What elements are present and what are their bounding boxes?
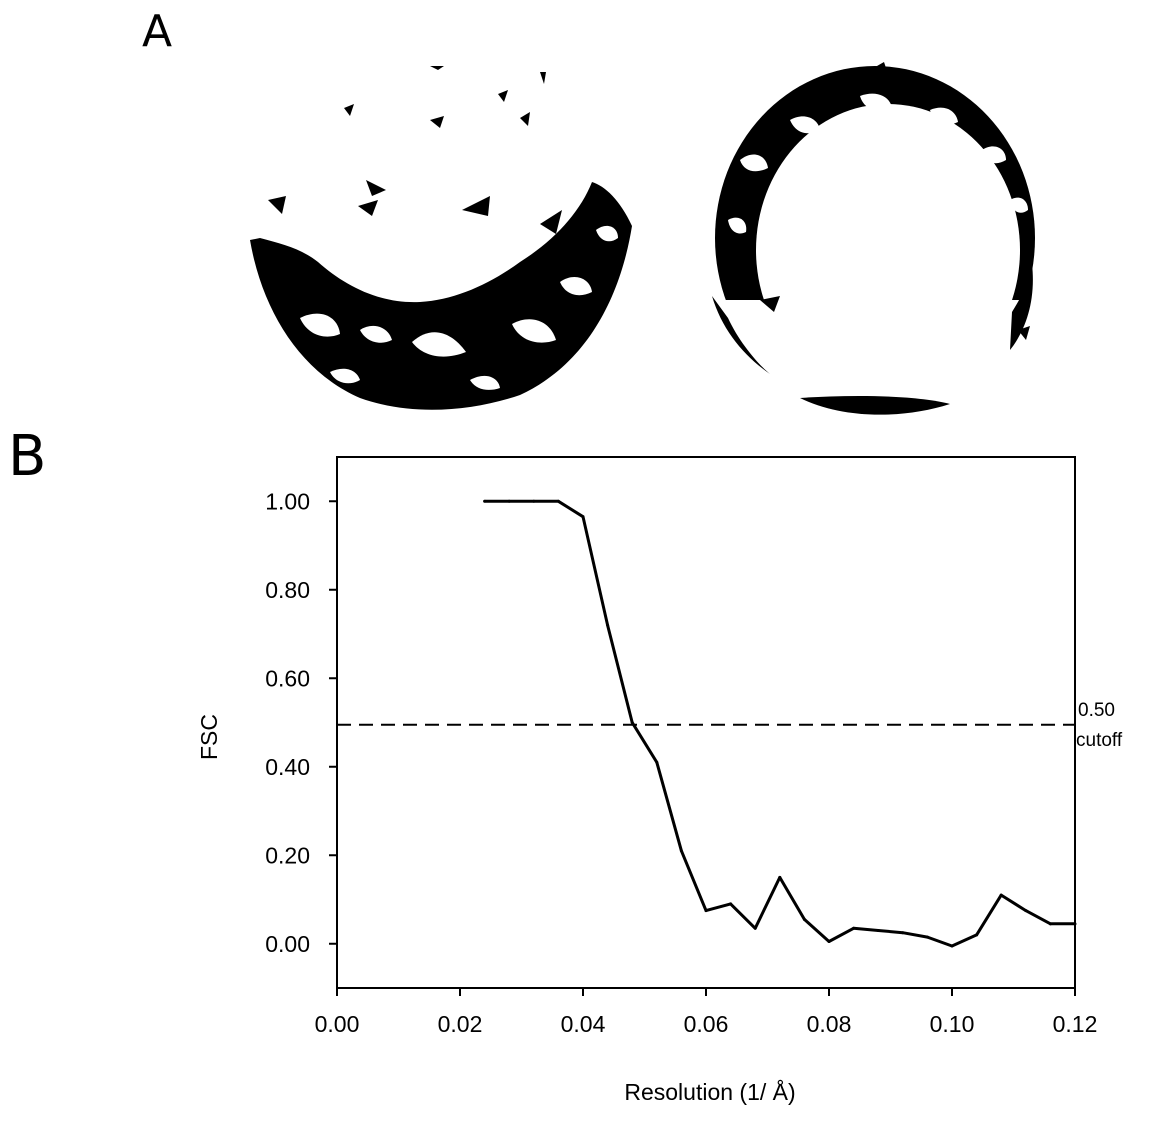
fsc-series-line: [485, 501, 1075, 946]
fsc-data-point: [828, 940, 831, 943]
fsc-data-point: [655, 761, 658, 764]
x-axis-ticks: 0.00 0.02 0.04 0.06 0.08 0.10 0.12: [315, 988, 1098, 1037]
fsc-data-point: [951, 944, 954, 947]
fsc-data-point: [778, 876, 781, 879]
fsc-data-point: [483, 500, 486, 503]
y-axis-title: FSC: [196, 714, 222, 760]
x-tick-label: 0.12: [1053, 1011, 1098, 1037]
y-tick-label: 0.80: [265, 577, 310, 603]
fsc-data-point: [754, 927, 757, 930]
fsc-data-point: [606, 624, 609, 627]
cutoff-label-text: cutoff: [1076, 730, 1123, 751]
fsc-data-point: [803, 918, 806, 921]
fsc-data-point: [1049, 922, 1052, 925]
x-axis-title: Resolution (1/ Å): [624, 1078, 795, 1105]
y-axis-ticks: 0.00 0.20 0.40 0.60 0.80 1.00: [265, 488, 337, 957]
y-tick-label: 0.40: [265, 754, 310, 780]
x-tick-label: 0.10: [930, 1011, 975, 1037]
y-tick-label: 0.60: [265, 665, 310, 691]
fsc-data-point: [680, 849, 683, 852]
x-tick-label: 0.00: [315, 1011, 360, 1037]
fsc-data-point: [582, 515, 585, 518]
fsc-data-point: [901, 931, 904, 934]
fsc-data-point: [877, 929, 880, 932]
fsc-data-point: [532, 500, 535, 503]
fsc-data-point: [1000, 894, 1003, 897]
y-tick-label: 1.00: [265, 488, 310, 514]
fsc-data-point: [508, 500, 511, 503]
x-tick-label: 0.08: [807, 1011, 852, 1037]
x-tick-label: 0.02: [438, 1011, 483, 1037]
x-tick-label: 0.06: [684, 1011, 729, 1037]
fsc-data-point: [705, 909, 708, 912]
x-tick-label: 0.04: [561, 1011, 606, 1037]
fsc-data-point: [1074, 922, 1077, 925]
cutoff-label-value: 0.50: [1078, 700, 1115, 721]
fsc-data-point: [729, 902, 732, 905]
fsc-data-point: [975, 933, 978, 936]
fsc-data-point: [852, 927, 855, 930]
y-tick-label: 0.00: [265, 931, 310, 957]
fsc-data-point: [557, 500, 560, 503]
fsc-data-point: [631, 721, 634, 724]
fsc-data-point: [926, 936, 929, 939]
y-tick-label: 0.20: [265, 842, 310, 868]
fsc-data-point: [1024, 909, 1027, 912]
